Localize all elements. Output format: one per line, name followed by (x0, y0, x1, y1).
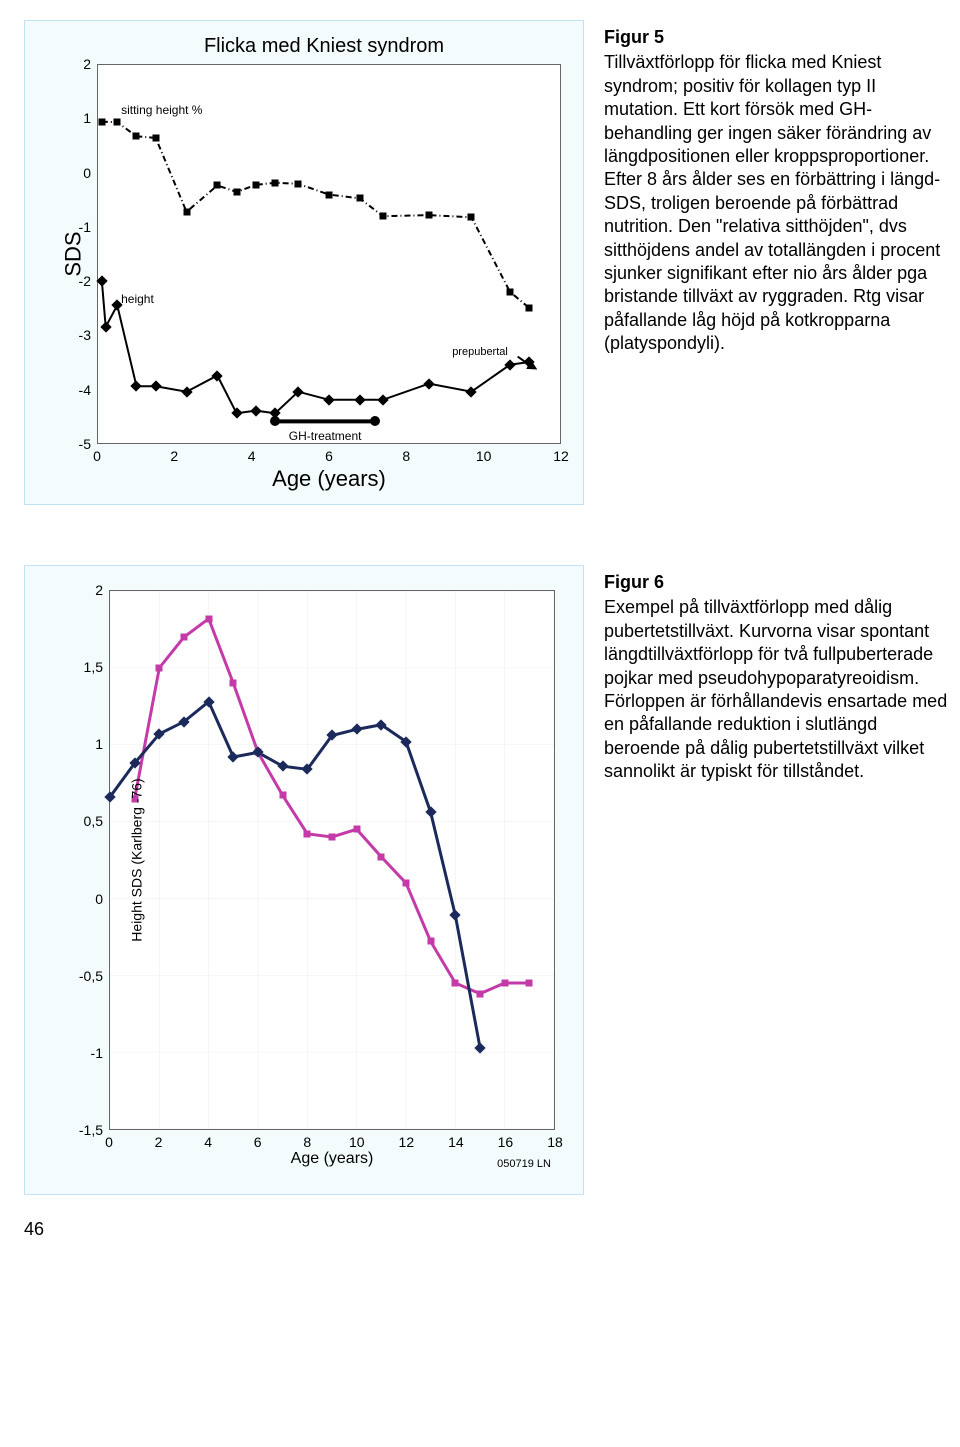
y-tick-label: 0 (95, 891, 109, 907)
arrowhead (526, 361, 540, 375)
y-tick-label: -3 (79, 327, 97, 343)
y-tick-label: 2 (83, 56, 97, 72)
figure6-caption-body: Exempel på tillväxtförlopp med dålig pub… (604, 597, 947, 781)
x-tick-label: 8 (402, 444, 410, 464)
y-tick-label: 1 (83, 110, 97, 126)
x-tick-label: 12 (399, 1130, 415, 1150)
x-tick-label: 2 (170, 444, 178, 464)
x-tick-label: 18 (547, 1130, 563, 1150)
y-tick-label: -4 (79, 382, 97, 398)
figure6-caption: Figur 6 Exempel på tillväxtförlopp med d… (604, 565, 960, 784)
series-label: height (121, 292, 154, 306)
y-tick-label: -5 (79, 436, 97, 452)
fig5-xlabel: Age (years) (272, 466, 386, 492)
gh-treatment-label: GH-treatment (289, 429, 362, 443)
x-tick-label: 6 (325, 444, 333, 464)
y-tick-label: -0,5 (79, 968, 109, 984)
y-tick-label: 0 (83, 165, 97, 181)
y-tick-label: -1 (79, 219, 97, 235)
y-tick-label: 0,5 (84, 813, 109, 829)
figure5-caption-body: Tillväxtförlopp för flicka med Kniest sy… (604, 52, 940, 353)
y-tick-label: -2 (79, 273, 97, 289)
y-tick-label: -1 (91, 1045, 109, 1061)
figure5-caption: Figur 5 Tillväxtförlopp för flicka med K… (604, 20, 960, 355)
fig5-chart-title: Flicka med Kniest syndrom (77, 35, 571, 58)
x-tick-label: 12 (553, 444, 569, 464)
figure6-caption-title: Figur 6 (604, 571, 952, 594)
page-number: 46 (24, 1219, 960, 1240)
figure5-panel: Flicka med Kniest syndrom sitting height… (24, 20, 584, 505)
y-tick-label: 1,5 (84, 659, 109, 675)
fig6-overlay (110, 591, 554, 1129)
x-tick-label: 2 (155, 1130, 163, 1150)
row-figure-6: Height SDS (Karlberg -76) Age (years) 05… (24, 505, 960, 1195)
figure6-panel: Height SDS (Karlberg -76) Age (years) 05… (24, 565, 584, 1195)
x-tick-label: 8 (303, 1130, 311, 1150)
series-label: sitting height % (121, 103, 202, 117)
x-tick-label: 4 (204, 1130, 212, 1150)
y-tick-label: 1 (95, 736, 109, 752)
fig6-footer-code: 050719 LN (497, 1158, 551, 1170)
x-tick-label: 16 (498, 1130, 514, 1150)
x-tick-label: 14 (448, 1130, 464, 1150)
x-tick-label: 4 (248, 444, 256, 464)
x-tick-label: 6 (254, 1130, 262, 1150)
x-tick-label: 10 (476, 444, 492, 464)
y-tick-label: -1,5 (79, 1122, 109, 1138)
x-tick-label: 10 (349, 1130, 365, 1150)
fig6-xlabel: Age (years) (291, 1150, 374, 1168)
row-figure-5: Flicka med Kniest syndrom sitting height… (24, 20, 960, 505)
fig5-ylabel: SDS (61, 231, 87, 276)
fig5-overlay: sitting height % height prepubertal GH-trea… (98, 65, 560, 443)
fig6-ylabel: Height SDS (Karlberg -76) (129, 778, 145, 941)
figure5-caption-title: Figur 5 (604, 26, 952, 49)
annotation: prepubertal (452, 346, 508, 358)
y-tick-label: 2 (95, 582, 109, 598)
